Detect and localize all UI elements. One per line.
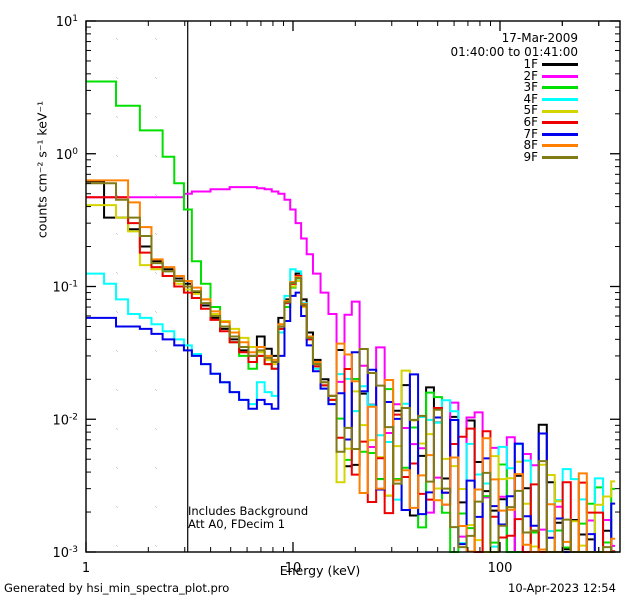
footer-timestamp: 10-Apr-2023 12:54 bbox=[508, 581, 616, 595]
legend-color-swatch bbox=[542, 63, 578, 67]
legend-item-label: 3F bbox=[523, 80, 538, 95]
legend-date: 17-Mar-2009 bbox=[501, 31, 578, 45]
x-tick-label: 100 bbox=[488, 561, 513, 576]
legend-item-label: 9F bbox=[523, 149, 538, 164]
legend-item-label: 7F bbox=[523, 126, 538, 141]
legend-color-swatch bbox=[542, 132, 578, 136]
x-axis-title: Energy (keV) bbox=[279, 563, 361, 578]
legend-item-6f: 6F bbox=[498, 114, 578, 129]
y-axis-title-wrap: counts cm⁻² s⁻¹ keV⁻¹ bbox=[32, 85, 51, 255]
legend-color-swatch bbox=[542, 144, 578, 148]
legend-item-3f: 3F bbox=[498, 80, 578, 95]
legend-item-label: 1F bbox=[523, 57, 538, 71]
footer-generator: Generated by hsi_min_spectra_plot.pro bbox=[4, 581, 230, 595]
legend-item-1f: 1F bbox=[498, 57, 578, 71]
legend-item-label: 5F bbox=[523, 103, 538, 118]
x-tick-label: 1 bbox=[82, 561, 90, 576]
legend: 1F 2F 3F 4F 5F 6F 7F 8F 9F bbox=[498, 57, 578, 164]
plot-clip-mask-right bbox=[621, 0, 640, 600]
annotation-line-2: Att A0, FDecim 1 bbox=[188, 517, 286, 531]
plot-annotation: Includes Background Att A0, FDecim 1 bbox=[188, 505, 308, 531]
legend-item-label: 2F bbox=[523, 68, 538, 83]
annotation-line-1: Includes Background bbox=[188, 504, 309, 518]
legend-time-range: 01:40:00 to 01:41:00 bbox=[450, 45, 578, 59]
spectrum-trace-9f bbox=[86, 182, 616, 553]
plot-clip-mask-top bbox=[0, 0, 640, 21]
legend-item-9f: 9F bbox=[498, 149, 578, 164]
x-tick-label: 10 bbox=[285, 561, 302, 576]
y-tick-exponent: -1 bbox=[69, 280, 78, 290]
plot-clip-mask-bottom bbox=[0, 553, 640, 600]
legend-item-label: 6F bbox=[523, 114, 538, 129]
legend-item-5f: 5F bbox=[498, 105, 578, 117]
legend-item-2f: 2F bbox=[498, 68, 578, 83]
legend-item-label: 4F bbox=[523, 91, 538, 106]
legend-item-7f: 7F bbox=[498, 126, 578, 141]
y-tick-exponent: 1 bbox=[72, 14, 78, 24]
y-tick-exponent: -2 bbox=[69, 412, 78, 422]
y-tick-exponent: -3 bbox=[69, 545, 78, 555]
legend-color-swatch bbox=[542, 109, 578, 113]
legend-item-8f: 8F bbox=[498, 138, 578, 153]
legend-item-label: 8F bbox=[523, 138, 538, 153]
legend-color-swatch bbox=[542, 156, 578, 160]
legend-item-4f: 4F bbox=[498, 91, 578, 106]
legend-color-swatch bbox=[542, 98, 578, 102]
spectrum-trace-2f bbox=[86, 186, 616, 553]
y-tick-exponent: 0 bbox=[72, 147, 78, 157]
y-axis-title: counts cm⁻² s⁻¹ keV⁻¹ bbox=[34, 100, 50, 239]
legend-color-swatch bbox=[542, 121, 578, 125]
legend-color-swatch bbox=[542, 86, 578, 90]
plot-clip-mask-left bbox=[0, 0, 86, 600]
hatched-exclusion-region bbox=[86, 21, 188, 552]
legend-color-swatch bbox=[542, 74, 578, 78]
